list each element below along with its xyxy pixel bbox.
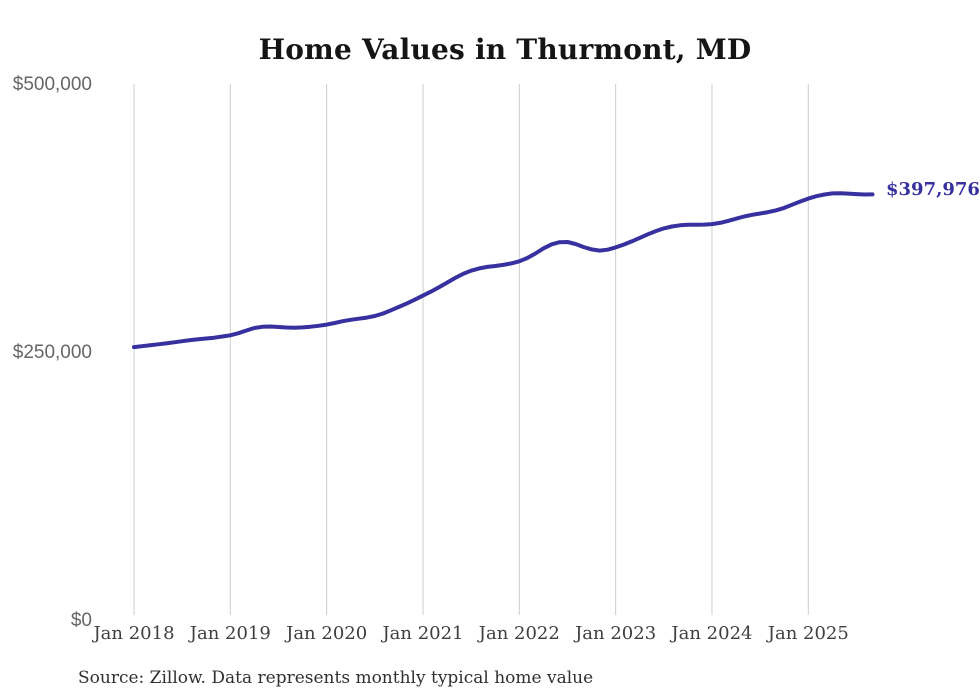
y-axis-tick-label: $0 xyxy=(70,610,92,631)
chart-title: Home Values in Thurmont, MD xyxy=(258,33,752,66)
x-axis-tick-label: Jan 2025 xyxy=(767,623,849,644)
y-axis-tick-label: $500,000 xyxy=(12,74,92,95)
x-axis-tick-label: Jan 2018 xyxy=(93,623,175,644)
gridlines-group xyxy=(133,84,809,615)
x-axis-tick-label: Jan 2023 xyxy=(575,623,657,644)
final-value-label: $397,976 xyxy=(886,179,980,200)
x-axis-tick-label: Jan 2020 xyxy=(286,623,368,644)
x-axis-tick-label: Jan 2022 xyxy=(478,623,560,644)
y-axis-tick-label: $250,000 xyxy=(12,342,92,363)
home-value-line xyxy=(132,191,875,350)
x-axis-tick-label: Jan 2019 xyxy=(189,623,271,644)
x-axis-tick-label: Jan 2021 xyxy=(382,623,464,644)
x-axis-tick-label: Jan 2024 xyxy=(671,623,753,644)
source-note: Source: Zillow. Data represents monthly … xyxy=(78,668,594,688)
